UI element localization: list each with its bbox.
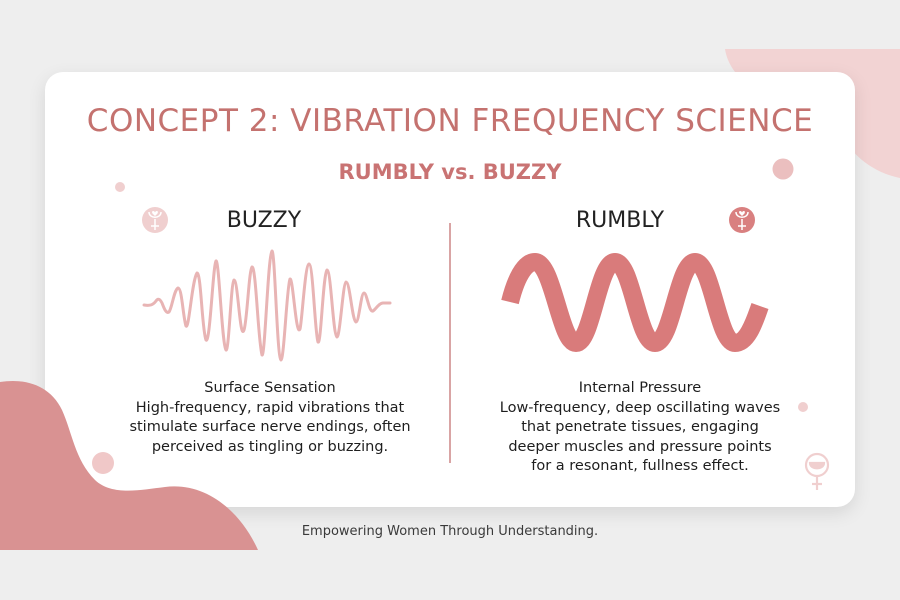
column-divider xyxy=(449,223,451,463)
rumbly-description-line: that penetrate tissues, engaging xyxy=(521,419,759,435)
rumbly-description-line: deeper muscles and pressure points xyxy=(508,438,772,455)
buzzy-description-title: Surface Sensation xyxy=(204,380,336,396)
footer-tagline: Empowering Women Through Understanding. xyxy=(301,524,599,539)
page-title: CONCEPT 2: VIBRATION FREQUENCY SCIENCE xyxy=(86,103,814,139)
page-subtitle: RUMBLY vs. BUZZY xyxy=(338,160,562,184)
buzzy-description: Surface Sensation High-frequency, rapid … xyxy=(115,379,425,457)
buzzy-description-line: stimulate surface nerve endings, often xyxy=(129,419,411,435)
rumbly-description-line: for a resonant, fullness effect. xyxy=(531,458,749,474)
buzzy-heading: BUZZY xyxy=(226,208,302,233)
rumbly-heading: RUMBLY xyxy=(575,208,665,233)
rumbly-description-title: Internal Pressure xyxy=(578,380,702,396)
buzzy-description-line: perceived as tingling or buzzing. xyxy=(151,438,389,455)
buzzy-description-line: High-frequency, rapid vibrations that xyxy=(135,399,405,416)
rumbly-description: Internal Pressure Low-frequency, deep os… xyxy=(475,379,805,477)
rumbly-description-line: Low-frequency, deep oscillating waves xyxy=(499,399,781,416)
